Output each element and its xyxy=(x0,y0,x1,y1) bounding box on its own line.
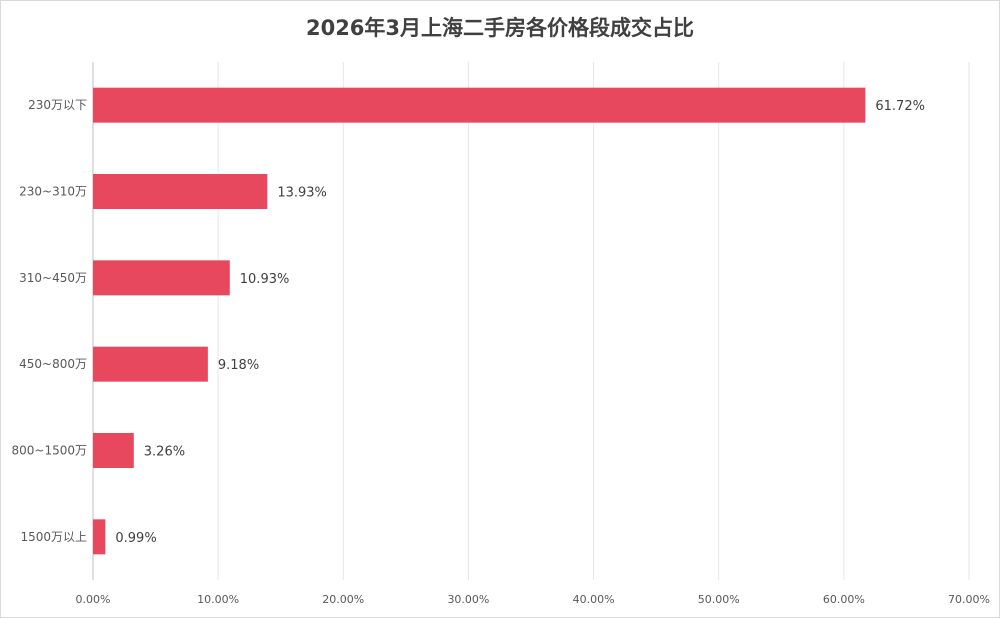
data-label: 0.99% xyxy=(115,531,156,546)
x-tick-label: 30.00% xyxy=(447,593,489,606)
category-label: 450~800万 xyxy=(19,357,87,371)
bar xyxy=(93,174,268,209)
bar xyxy=(93,433,134,468)
category-label: 230~310万 xyxy=(19,185,87,199)
bar xyxy=(93,346,208,382)
bar xyxy=(93,260,230,296)
bar xyxy=(93,87,866,123)
chart-title: 2026年3月上海二手房各价格段成交占比 xyxy=(305,16,695,40)
data-label: 9.18% xyxy=(218,358,259,373)
x-tick-label: 10.00% xyxy=(197,593,239,606)
data-label: 3.26% xyxy=(144,445,185,460)
x-tick-label: 0.00% xyxy=(76,593,111,606)
x-tick-label: 60.00% xyxy=(823,593,865,606)
category-label: 230万以下 xyxy=(28,98,87,112)
data-label: 10.93% xyxy=(240,272,290,287)
category-label: 310~450万 xyxy=(19,271,87,285)
data-label: 13.93% xyxy=(277,186,327,201)
x-tick-label: 70.00% xyxy=(948,593,990,606)
category-label: 800~1500万 xyxy=(12,444,88,458)
x-tick-label: 20.00% xyxy=(322,593,364,606)
bar xyxy=(93,519,106,555)
x-tick-label: 50.00% xyxy=(698,593,740,606)
category-label: 1500万以上 xyxy=(20,530,87,544)
x-tick-label: 40.00% xyxy=(573,593,615,606)
data-label: 61.72% xyxy=(875,99,925,114)
